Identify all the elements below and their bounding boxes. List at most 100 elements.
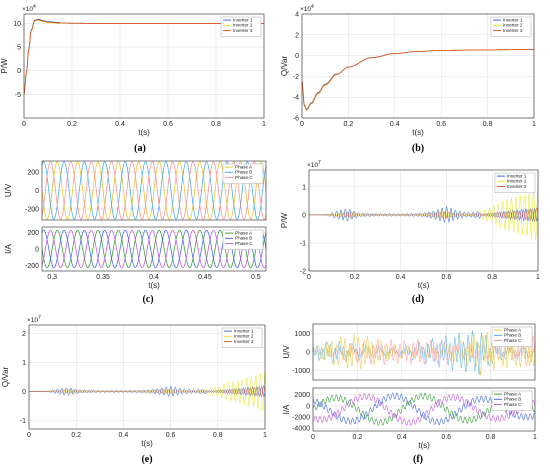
- legend-entry: Inverter 2: [507, 179, 527, 184]
- x-tick-label: 0.35: [96, 274, 110, 281]
- y-tick-label: -2000: [292, 415, 310, 422]
- x-tick-label: 0.6: [163, 121, 173, 128]
- x-tick-label: 1: [536, 274, 540, 281]
- x-tick-label: 0.2: [350, 274, 360, 281]
- x-tick-label: 0.8: [487, 274, 497, 281]
- y-tick-label: 200: [27, 170, 39, 177]
- legend-entry: Inverter 2: [234, 334, 254, 339]
- plot-frame: [312, 387, 536, 432]
- legend-entry: Inverter 1: [233, 18, 253, 23]
- y-axis-label: Q/Var: [1, 367, 10, 388]
- plot-frame: [41, 226, 267, 272]
- legend-entry: Phase A: [504, 392, 522, 397]
- y-tick-label: 0: [22, 389, 26, 396]
- series-line: [309, 207, 538, 222]
- subfigure-caption: (e): [141, 454, 152, 465]
- x-tick-label: 0.2: [353, 434, 363, 441]
- legend-box: [222, 163, 264, 184]
- y-tick-label: -1: [300, 240, 306, 247]
- series-line: [309, 188, 538, 240]
- y-tick-label: 0: [35, 247, 39, 254]
- y-tick-label: 0: [306, 403, 310, 410]
- subfigure-caption: (d): [412, 294, 424, 305]
- x-tick-label: 1: [532, 121, 536, 128]
- legend-box: [491, 390, 533, 411]
- y-axis-label: U/V: [282, 345, 291, 359]
- plot-frame: [28, 324, 266, 430]
- y-axis-label: U/V: [4, 183, 13, 197]
- x-tick-label: 0.6: [436, 121, 446, 128]
- y-tick-label: 0: [302, 212, 306, 219]
- y-axis-label: I/A: [4, 243, 13, 253]
- x-tick-label: 0: [300, 121, 304, 128]
- subfigure-caption: (b): [412, 143, 424, 154]
- y-tick-label: -1000: [292, 368, 310, 375]
- legend-entry: Inverter 1: [507, 174, 527, 179]
- series-line: [42, 229, 266, 269]
- y-tick-label: 2000: [294, 392, 310, 399]
- x-tick-label: 0.4: [115, 121, 125, 128]
- y-tick-label: 0: [17, 68, 21, 75]
- series-line: [42, 161, 266, 220]
- x-tick-label: 0.6: [441, 434, 451, 441]
- y-tick-label: 10: [13, 21, 21, 28]
- y-tick-label: 1: [22, 360, 26, 367]
- legend-entry: Phase B: [235, 236, 252, 241]
- legend-entry: Inverter 3: [233, 28, 253, 33]
- y-tick-label: -4000: [292, 426, 310, 433]
- x-tick-label: 0.8: [486, 434, 496, 441]
- y-axis-label: I/A: [282, 404, 291, 414]
- legend-entry: Inverter 3: [234, 339, 254, 344]
- series-line: [29, 370, 265, 411]
- y-tick-label: 200: [27, 230, 39, 237]
- multiplier-label: ×107: [307, 160, 321, 169]
- x-tick-label: 1: [263, 432, 267, 439]
- legend-box: [220, 16, 262, 37]
- legend-box: [490, 16, 532, 37]
- x-tick-label: 0.6: [166, 432, 176, 439]
- y-tick-label: -5: [15, 92, 21, 99]
- x-tick-label: 0.3: [47, 274, 57, 281]
- legend-box: [222, 229, 264, 250]
- x-tick-label: 0.6: [442, 274, 452, 281]
- legend-entry: Inverter 1: [234, 329, 254, 334]
- x-tick-label: 0.2: [71, 432, 81, 439]
- x-tick-label: 0: [22, 121, 26, 128]
- plot-frame: [41, 160, 267, 221]
- plot-frame: [301, 13, 535, 119]
- x-tick-label: 0.4: [390, 121, 400, 128]
- x-tick-label: 0.5: [251, 274, 261, 281]
- x-tick-label: 0.4: [119, 432, 129, 439]
- y-tick-label: 2: [295, 32, 299, 39]
- multiplier-label: ×104: [300, 4, 314, 13]
- y-axis-label: P/W: [0, 58, 9, 74]
- legend-entry: Phase A: [235, 231, 253, 236]
- y-tick-label: 1: [302, 184, 306, 191]
- legend-box: [494, 172, 536, 193]
- subfigure-caption: (f): [413, 454, 423, 465]
- legend-entry: Inverter 3: [507, 184, 527, 189]
- legend-entry: Inverter 1: [503, 18, 523, 23]
- y-axis-label: P/W: [280, 212, 289, 228]
- legend-entry: Phase B: [504, 333, 521, 338]
- x-axis-label: t(s): [148, 281, 160, 290]
- y-tick-label: 1000: [294, 331, 310, 338]
- x-tick-label: 0.4: [397, 434, 407, 441]
- y-tick-label: -2: [293, 74, 299, 81]
- y-tick-label: -200: [25, 263, 39, 270]
- legend-entry: Inverter 3: [503, 28, 523, 33]
- y-tick-label: -4: [293, 95, 299, 102]
- legend-entry: Inverter 2: [503, 23, 523, 28]
- multiplier-label: ×104: [22, 4, 36, 13]
